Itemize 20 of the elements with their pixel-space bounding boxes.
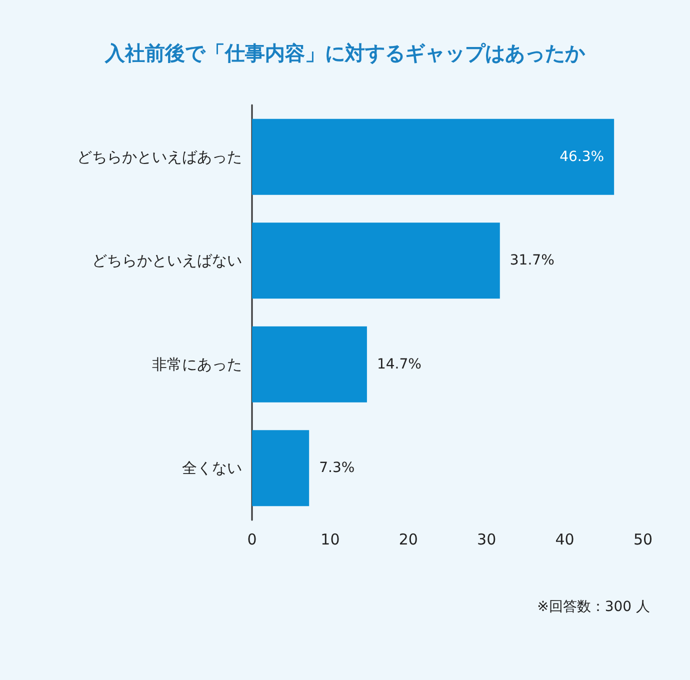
data-label: 7.3%	[319, 460, 355, 476]
bar	[252, 222, 500, 299]
chart-title: 入社前後で「仕事内容」に対するギャップはあったか	[104, 41, 586, 65]
bar	[252, 118, 614, 195]
text: ※回答数：300 人	[537, 599, 650, 615]
x-tick-label: 20	[398, 530, 418, 548]
y-tick-label: どちらかといえばない	[92, 252, 242, 270]
x-tick-label: 40	[555, 530, 574, 548]
data-label: 31.7%	[510, 252, 554, 269]
data-label: 46.3%	[560, 148, 604, 165]
y-tick-label: どちらかといえばあった	[77, 148, 242, 166]
bar	[252, 430, 310, 506]
y-tick-label: 全くない	[182, 459, 242, 478]
bar	[252, 326, 367, 402]
y-tick-label: 非常にあった	[152, 355, 242, 374]
data-label: 14.7%	[376, 356, 422, 372]
x-tick-label: 30	[477, 530, 496, 548]
x-tick-label: 0	[247, 530, 257, 548]
x-tick-label: 10	[320, 530, 340, 548]
x-tick-label: 50	[633, 530, 653, 548]
